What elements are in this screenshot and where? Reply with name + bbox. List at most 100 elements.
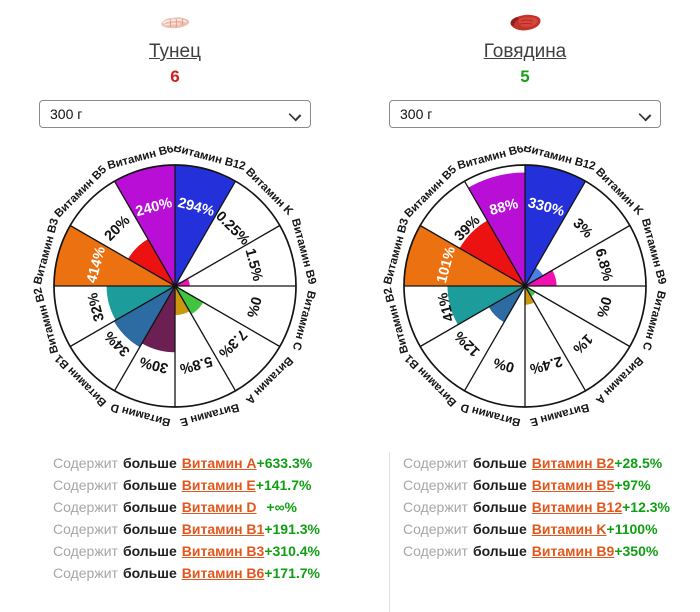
wedge-Витамин B6 [468,172,525,286]
vitamin-name-label: Витамин B9 [289,217,318,286]
more-text: больше [472,543,527,559]
vitamin-name-label: Витамин E [528,401,590,426]
food-column-right: Говядина 5 300 г 330% Витамин B12 3% Витами… [350,0,700,584]
wedge-value-label: 32% [85,291,108,323]
wedge-value-label: 3% [569,215,595,241]
sector-line [174,224,281,287]
sector-line [419,224,526,287]
wedge-value-label: 7.3% [215,326,250,361]
food-count-badge: 6 [170,67,180,86]
food-name-link[interactable]: Говядина [483,41,567,62]
sector-line [174,285,281,348]
wedge-value-label: 12% [452,327,484,359]
vitamin-name-label: Витамин C [290,289,317,351]
vitamin-link[interactable]: Витамин B9 [531,543,615,559]
more-text: больше [472,521,527,537]
tuna-icon[interactable] [158,7,192,37]
wedge-value-label: 0% [492,354,516,375]
wedge-Витамин B12 [525,165,586,286]
vitamin-link[interactable]: Витамин B1 [181,521,265,537]
wedge-Витамин B3 [54,225,175,286]
contains-text: Содержит [53,477,118,493]
gain-percent-value: +12.3% [622,499,670,515]
wedge-Витамин B1 [113,286,175,348]
more-text: больше [122,455,177,471]
more-text: больше [122,543,177,559]
vitamin-name-label: Витамин B5 [53,163,110,220]
sector-line [113,180,176,287]
vitamin-name-label: Витамин B6 [456,146,525,172]
food-column-left: Тунец 6 300 г 294% Витамин B12 0.25% Витами… [0,0,350,584]
gain-percent-value: +350% [614,543,659,559]
beef-image-graphic [510,14,541,31]
more-text: больше [472,499,527,515]
vitamin-link[interactable]: Витамин D [181,499,257,515]
vitamin-name-label: Витамин D [459,401,521,426]
gain-percent-value: +1100% [606,521,658,537]
sector-line [113,285,176,392]
more-text: больше [122,521,177,537]
comparison-layout: Тунец 6 300 г 294% Витамин B12 0.25% Витами… [0,0,700,584]
sector-line [524,180,587,287]
gain-percent-value: +310.4% [264,543,320,559]
vitamin-name-label: Витамин B1 [52,351,109,408]
contains-more-list: Содержит больше Витамин A +633.3% Содержит бо… [53,452,320,584]
vitamin-wheel-chart: 294% Витамин B12 0.25% Витамин K 1.5% Витамин… [10,142,340,428]
contains-text: Содержит [403,477,468,493]
sector-line [463,285,526,392]
wedge-value-label: 5.8% [178,352,214,376]
chart-rim [403,164,647,408]
contains-text: Содержит [53,565,118,581]
wedge-Витамин A [175,286,204,315]
contains-text: Содержит [403,455,468,471]
more-text: больше [122,565,177,581]
contains-more-row: Содержит больше Витамин K +1100% [403,518,658,540]
vitamin-link[interactable]: Витамин B12 [531,499,623,515]
gain-percent-value: +∞% [266,499,297,515]
food-name-link[interactable]: Тунец [149,41,201,62]
vitamin-name-label: Витамин C [640,289,667,351]
wedge-Витамин A [525,286,536,297]
serving-select[interactable]: 300 г [389,100,661,128]
food-count-badge: 5 [520,67,530,86]
contains-text: Содержит [403,521,468,537]
sector-line [419,285,526,348]
vitamin-link[interactable]: Витамин A [181,455,257,471]
contains-more-row: Содержит больше Витамин B1 +191.3% [53,518,320,540]
vitamin-name-label: Витамин D [109,401,171,426]
contains-text: Содержит [53,521,118,537]
beef-icon[interactable] [507,7,543,37]
contains-text: Содержит [53,499,118,515]
contains-more-row: Содержит больше Витамин B9 +350% [403,540,658,562]
vitamin-link[interactable]: Витамин B2 [531,455,615,471]
gain-percent-value: +191.3% [264,521,320,537]
more-text: больше [472,477,527,493]
wedge-value-label: 1.5% [241,247,265,283]
wedge-Витамин B5 [128,239,175,286]
gain-percent-value: +28.5% [614,455,663,471]
vitamin-link[interactable]: Витамин B3 [181,543,265,559]
vitamin-link[interactable]: Витамин B5 [531,477,615,493]
contains-text: Содержит [403,499,468,515]
wedge-value-label: 20% [102,213,134,245]
wedge-Витамин B3 [404,225,525,286]
vitamin-link[interactable]: Витамин B6 [181,565,265,581]
vitamin-link[interactable]: Витамин E [181,477,256,493]
contains-text: Содержит [53,543,118,559]
vitamin-link[interactable]: Витамин K [531,521,607,537]
serving-select[interactable]: 300 г [39,100,311,128]
wedge-value-label: 41% [435,291,458,323]
contains-more-row: Содержит больше Витамин B12 +12.3% [403,496,670,518]
contains-more-row: Содержит больше Витамин B5 +97% [403,474,651,496]
vitamin-name-label: Витамин B1 [402,351,459,408]
sector-line [69,285,176,348]
contains-text: Содержит [403,543,468,559]
more-text: больше [122,499,177,515]
serving-select-wrap: 300 г [39,100,311,128]
wedge-value-label: 0.25% [212,208,252,248]
more-text: больше [122,477,177,493]
sector-line [524,224,631,287]
